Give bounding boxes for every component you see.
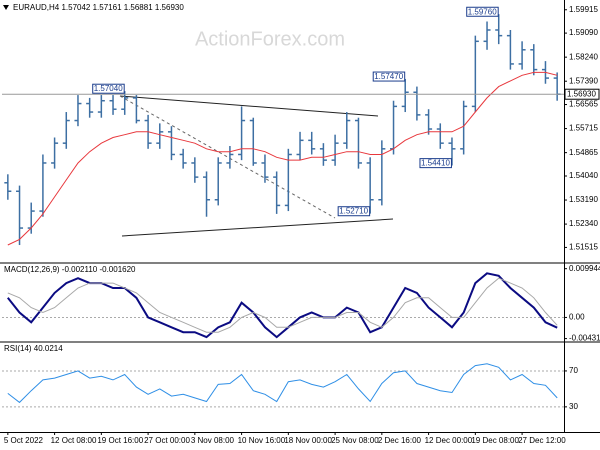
x-tick-label: 27 Oct 00:00	[144, 436, 190, 445]
x-tick-label: 25 Nov 08:00	[331, 436, 379, 445]
annotation-box	[466, 6, 499, 17]
y-tick-label: 1.54040	[569, 171, 598, 180]
x-tick-label: 18 Nov 00:00	[284, 436, 332, 445]
x-tick-label: 2 Dec 16:00	[378, 436, 422, 445]
moving-average	[7, 71, 558, 246]
chart-title: EURAUD,H4 1.57042 1.57161 1.56881 1.5693…	[13, 3, 184, 12]
last-price-label: 1.56930	[567, 89, 596, 98]
y-tick-label: 30	[569, 402, 578, 411]
annotation-box	[337, 206, 371, 217]
y-tick-label: 1.54865	[569, 148, 598, 157]
panel-title: MACD(12,26,9) -0.002110 -0.001620	[4, 265, 136, 274]
watermark: ActionForex.com	[195, 28, 345, 50]
x-tick-label: 19 Oct 16:00	[97, 436, 143, 445]
y-tick-label: 1.57390	[569, 76, 598, 85]
trend-line	[119, 95, 379, 117]
y-tick-label: -0.004313	[569, 334, 600, 343]
trend-line	[119, 95, 336, 219]
y-tick-label: 0.00	[569, 313, 585, 322]
indicator-line	[7, 363, 558, 404]
y-tick-label: 1.51515	[569, 243, 598, 252]
y-tick-label: 1.52340	[569, 219, 598, 228]
y-tick-label: 1.58240	[569, 52, 598, 61]
annotation-box	[419, 158, 452, 169]
y-tick-label: 1.56565	[569, 100, 598, 109]
x-tick-label: 27 Dec 12:00	[518, 436, 566, 445]
annotation-label: 1.54410	[421, 159, 450, 168]
x-tick-label: 10 Nov 16:00	[238, 436, 286, 445]
y-tick-label: 70	[569, 366, 578, 375]
indicator-line	[7, 277, 558, 333]
annotation-box	[372, 71, 406, 82]
annotation-box	[92, 83, 125, 94]
annotation-label: 1.57470	[374, 72, 403, 81]
y-tick-label: 1.55715	[569, 124, 598, 133]
panel-title: RSI(14) 40.0214	[4, 344, 63, 353]
y-tick-label: 1.59090	[569, 28, 598, 37]
x-tick-label: 3 Nov 08:00	[191, 436, 235, 445]
last-price-box	[564, 88, 600, 100]
x-tick-label: 5 Oct 2022	[4, 436, 44, 445]
collapse-icon	[3, 5, 9, 10]
x-tick-label: 12 Oct 08:00	[51, 436, 97, 445]
y-tick-label: 0.009944	[569, 264, 600, 273]
trend-line	[121, 218, 394, 237]
x-tick-label: 19 Dec 08:00	[471, 436, 519, 445]
x-tick-label: 12 Dec 00:00	[425, 436, 473, 445]
annotation-label: 1.52710	[339, 207, 368, 216]
y-tick-label: 1.59915	[569, 5, 598, 14]
annotation-label: 1.59760	[468, 7, 497, 16]
annotation-label: 1.57040	[94, 84, 123, 93]
y-tick-label: 1.53190	[569, 195, 598, 204]
